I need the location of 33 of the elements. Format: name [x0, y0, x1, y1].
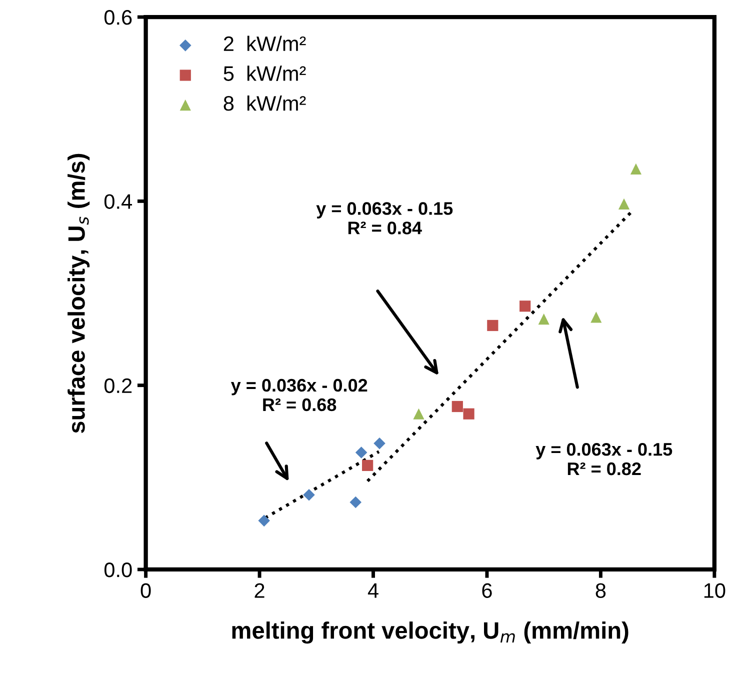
point [487, 320, 498, 332]
x-tick-label: 0 [140, 583, 151, 598]
x-tick-label: 8 [596, 583, 606, 598]
point [520, 300, 531, 312]
y-axis-title: surface velocity, U$_{s}$ (m/s) [68, 154, 90, 434]
point [630, 163, 642, 175]
point [374, 437, 386, 450]
annotation: y = 0.063x - 0.15 R² = 0.84 [316, 202, 453, 234]
x-tick-label: 4 [368, 583, 378, 598]
legend-label: 8 kW/m² [224, 95, 306, 111]
x-tick-label: 10 [704, 583, 726, 598]
legend-label: 2 kW/m² [224, 36, 306, 52]
point [303, 489, 315, 501]
point [362, 460, 374, 471]
y-tick-label: 0.2 [104, 378, 132, 394]
point [355, 446, 368, 458]
point [463, 408, 474, 420]
x-tick-label: 2 [254, 583, 264, 598]
y-tick-label: 0.0 [104, 562, 132, 578]
point [538, 313, 550, 325]
point [618, 198, 630, 210]
y-tick-label: 0.6 [104, 10, 132, 25]
point [413, 408, 424, 420]
annotation: y = 0.063x - 0.15 R² = 0.82 [536, 442, 672, 476]
y-tick-label: 0.4 [104, 194, 132, 209]
legend-label: 5 kW/m² [224, 66, 306, 81]
annotation: y = 0.036x - 0.02 R² = 0.68 [230, 378, 368, 412]
x-axis-title: melting front velocity, U$_{m}$ (mm/min) [232, 622, 628, 644]
x-tick-label: 6 [482, 583, 492, 598]
point [350, 496, 362, 508]
point [452, 400, 463, 412]
point [590, 312, 602, 323]
point [258, 514, 270, 527]
